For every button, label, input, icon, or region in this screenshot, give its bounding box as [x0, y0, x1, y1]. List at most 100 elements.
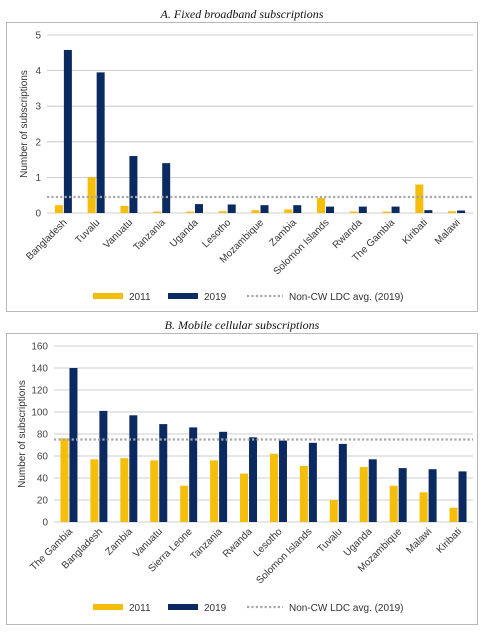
chart-b-legend-label-2019: 2019: [204, 603, 227, 614]
chart-b-bar-2011: [449, 507, 458, 522]
chart-b-bar-2019: [129, 415, 138, 522]
chart-a-bar-2011: [317, 198, 326, 213]
chart-b-y-tick-label: 160: [31, 342, 48, 353]
chart-b-category-label: Malawi: [404, 526, 434, 556]
chart-a-frame: 0 1 2 3 4 5 Bangladesh Tuvalu Vanuatu Tanzania Uga…: [6, 22, 478, 312]
chart-a-legend-label-2011: 2011: [129, 292, 151, 303]
chart-a-bar-2019: [457, 210, 466, 213]
chart-b-legend-label-2011: 2011: [129, 603, 151, 614]
chart-b-legend-swatch-2011: [93, 604, 123, 610]
chart-b-bar-2019: [398, 468, 407, 522]
chart-a-bar-2019: [63, 49, 72, 214]
chart-b-category-label: Tanzania: [189, 526, 225, 562]
chart-b-bar-2011: [269, 453, 278, 522]
chart-b-category-label: Kiribati: [435, 526, 464, 555]
chart-b-y-tick-label: 80: [37, 430, 49, 441]
chart-a-bar-2011: [185, 211, 194, 213]
chart-b-bar-2019: [159, 424, 168, 522]
chart-b-category-label: Rwanda: [221, 526, 255, 560]
chart-b-y-tick-label: 120: [31, 386, 48, 397]
chart-b-legend-swatch-2019: [168, 604, 198, 610]
chart-b-bar-2019: [428, 469, 437, 522]
chart-a-bar-2011: [415, 184, 424, 213]
chart-b-bar-2011: [60, 438, 69, 522]
chart-b-y-tick-label: 0: [42, 518, 48, 529]
chart-a-bar-2011: [284, 209, 293, 213]
chart-b-bar-2011: [150, 460, 159, 522]
chart-a-legend-label-2019: 2019: [204, 292, 227, 303]
chart-b-category-label: Tuvalu: [316, 526, 345, 555]
chart-a-category-label: Tuvalu: [74, 217, 103, 246]
chart-b-bar-2011: [180, 485, 189, 522]
chart-a-bar-2011: [120, 205, 129, 213]
chart-a-y-tick-label: 1: [35, 173, 41, 184]
chart-a-category-label: Lesotho: [200, 217, 233, 250]
chart-b-y-tick-label: 100: [31, 408, 48, 419]
chart-a-category-label: Malawi: [433, 217, 463, 247]
chart-b-y-tick-label: 140: [31, 364, 48, 375]
chart-b-bar-2011: [329, 500, 338, 522]
chart-b-title: B. Mobile cellular subscriptions: [164, 318, 320, 332]
chart-a-bar-2019: [391, 206, 400, 213]
chart-b-bar-2019: [189, 427, 198, 522]
chart-a-bar-2019: [424, 210, 433, 213]
chart-b-bar-2019: [69, 368, 78, 522]
chart-a-bar-2011: [54, 205, 63, 213]
chart-b-bar-2019: [219, 431, 228, 522]
chart-a-legend-label-avg: Non-CW LDC avg. (2019): [289, 292, 403, 303]
chart-a-bar-2011: [448, 211, 457, 213]
chart-b-bar-2019: [99, 410, 108, 522]
chart-a-bar-2011: [251, 210, 260, 213]
chart-a-y-tick-label: 2: [35, 137, 41, 148]
chart-a-bar-2019: [260, 205, 269, 213]
chart-b-y-tick-label: 20: [37, 496, 49, 507]
chart-a-bar-2011: [153, 211, 162, 213]
chart-a-bar-2011: [218, 211, 227, 213]
chart-a-y-tick-label: 3: [35, 102, 41, 113]
chart-b-category-label: Solomon Islands: [254, 526, 314, 586]
chart-a-bar-2019: [358, 206, 367, 213]
chart-b-category-label: Zambia: [104, 526, 136, 558]
chart-b-bar-2019: [458, 471, 467, 522]
chart-b-frame: 0 20 40 60 80 100 120 140 160 The Gambia Banglades…: [6, 333, 478, 625]
chart-a-bar-2019: [326, 206, 335, 213]
chart-a-category-label: Kiribati: [401, 217, 430, 246]
chart-a-category-label: Solomon Islands: [272, 217, 332, 277]
chart-b-y-tick-label: 40: [37, 474, 49, 485]
chart-b-bar-2011: [90, 459, 99, 522]
chart-a-bar-2019: [129, 156, 138, 213]
chart-b-legend-label-avg: Non-CW LDC avg. (2019): [289, 603, 403, 614]
chart-b-bar-2011: [120, 458, 129, 522]
chart-b-y-tick-label: 60: [37, 452, 49, 463]
chart-a-y-axis-label: Number of subscriptions: [19, 70, 30, 178]
chart-a-category-label: Vanuatu: [101, 217, 135, 251]
chart-a-bar-2019: [293, 205, 302, 213]
chart-a-y-tick-label: 4: [35, 66, 41, 77]
chart-a-category-label: Zambia: [268, 217, 300, 249]
chart-b-bar-2019: [368, 459, 377, 522]
chart-a-y-tick-label: 0: [35, 209, 41, 220]
chart-a-category-label: Uganda: [168, 217, 201, 250]
chart-a-y-tick-label: 5: [35, 31, 41, 42]
chart-b-bar-2011: [210, 460, 219, 522]
chart-b-bar-2011: [419, 492, 428, 522]
chart-a-legend-swatch-2019: [168, 293, 198, 299]
chart-a-title: A. Fixed broadband subscriptions: [160, 7, 324, 21]
chart-a-category-label: Bangladesh: [24, 217, 69, 262]
chart-b-bar-2011: [359, 467, 368, 522]
chart-b-bar-2019: [338, 443, 347, 522]
chart-b-bar-2019: [308, 442, 317, 522]
chart-b-bar-2011: [389, 485, 398, 522]
chart-a-bar-2011: [87, 177, 96, 213]
chart-a-bar-2011: [349, 211, 358, 213]
chart-a-bar-2019: [96, 72, 105, 213]
chart-b-bar-2019: [249, 437, 258, 522]
chart-b-bar-2019: [278, 440, 287, 522]
chart-a-bar-2019: [194, 204, 203, 213]
chart-b-y-axis-label: Number of subscriptions: [17, 380, 28, 488]
chart-b-bar-2011: [240, 473, 249, 522]
chart-a-category-label: Tanzania: [132, 217, 168, 253]
chart-a-bar-2019: [227, 204, 236, 213]
